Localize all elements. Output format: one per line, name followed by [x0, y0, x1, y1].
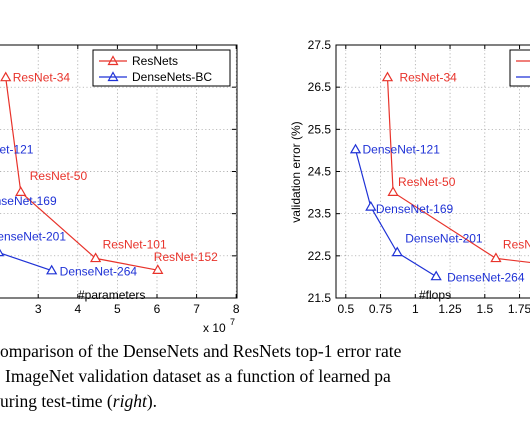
figure-caption: omparison of the DenseNets and ResNets t…: [0, 339, 530, 414]
right-label-resnet-34: ResNet-34: [400, 70, 458, 84]
right-ytick-label-23-5: 23.5: [308, 207, 332, 221]
legend-label-resnets: ResNets: [132, 54, 178, 68]
right-series-layer: [349, 71, 530, 281]
right-ytick-label-27-5: 27.5: [308, 38, 332, 52]
right-label-densenet-264: DenseNet-264: [447, 270, 525, 284]
left-label-densenet-264: DenseNet-264: [60, 265, 138, 279]
left-marker-resnet-101: [89, 252, 102, 263]
right-label-resnet-101: ResNet-101: [503, 237, 530, 251]
right-line-resnets: [386, 77, 530, 264]
right-ytick-label-22-5: 22.5: [308, 249, 332, 263]
caption-line-3-post: ).: [146, 391, 158, 411]
caption-line-3-emph: right: [112, 391, 147, 411]
legend-label-densenets: DenseNets-BC: [132, 70, 212, 84]
left-marker-resnet-50: [15, 186, 27, 196]
left-x-axis-label: #parameters: [78, 288, 145, 302]
right-xtick-label-1-75: 1.75: [508, 302, 530, 316]
left-gridlines: [0, 44, 237, 299]
right-y-axis-label: validation error (%): [289, 121, 303, 222]
right-marker-densenet-201: [391, 246, 403, 257]
right-marker-resnet-50: [387, 186, 399, 196]
caption-line-2: ImageNet validation dataset as a functio…: [5, 366, 391, 386]
right-ytick-label-25-5: 25.5: [308, 122, 332, 136]
left-xtick-label-3: 3: [35, 302, 42, 316]
right-xtick-label-0-5: 0.5: [337, 302, 354, 316]
left-xtick-label-7: 7: [193, 302, 200, 316]
left-label-densenet-169: DenseNet-169: [0, 194, 57, 208]
right-marker-resnet-101: [490, 252, 502, 263]
right-line-densenets-bc: [354, 149, 437, 278]
right-ytick-label-24-5: 24.5: [308, 165, 332, 179]
left-x-ticks: 3 4 5 6 7 8: [35, 44, 240, 316]
caption-line-3-pre: uring test-time (: [0, 391, 113, 411]
left-xtick-label-5: 5: [114, 302, 121, 316]
right-xtick-label-1: 1: [412, 302, 419, 316]
right-marker-resnet-34: [381, 71, 394, 82]
left-xtick-label-4: 4: [74, 302, 81, 316]
right-xtick-label-1-5: 1.5: [476, 302, 493, 316]
right-legend-box-partial: [509, 49, 530, 87]
right-label-densenet-121: DenseNet-121: [363, 143, 441, 157]
left-x-exponent-base: x 10: [203, 321, 226, 335]
right-label-resnet-50: ResNet-50: [398, 175, 456, 189]
right-label-densenet-201: DenseNet-201: [405, 231, 483, 245]
left-marker-resnet-34: [0, 71, 12, 82]
left-label-densenet-201: DenseNet-201: [0, 229, 66, 243]
right-point-labels: ResNet-34ResNet-50ResNet-101ResNet-152De…: [363, 70, 530, 284]
left-label-resnet-50: ResNet-50: [30, 169, 88, 183]
left-label-resnet-101: ResNet-101: [103, 237, 167, 251]
right-x-axis-label: #flops: [419, 288, 451, 302]
left-label-densenet-121: DenseNet-121: [0, 143, 34, 157]
right-chart-panel: 0.5 0.75 1 1.25 1.5 1.75 21.5 22.5 23.5 24.5 25.5 2…: [289, 38, 530, 316]
left-label-resnet-34: ResNet-34: [13, 70, 71, 84]
left-line-densenets-bc: [0, 252, 52, 272]
left-label-resnet-152: ResNet-152: [154, 250, 218, 264]
legend: ResNets DenseNets-BC: [92, 49, 231, 87]
right-xtick-label-1-25: 1.25: [438, 302, 462, 316]
left-line-resnets: [5, 77, 158, 271]
right-axis-ticks: 0.5 0.75 1 1.25 1.5 1.75 21.5 22.5 23.5 24.5 25.5 2…: [308, 38, 530, 316]
caption-line-1: omparison of the DenseNets and ResNets t…: [0, 341, 402, 361]
legend-marker-densenets: [107, 71, 119, 82]
left-series-layer: [0, 71, 164, 275]
right-gridlines: [337, 44, 529, 299]
right-marker-densenet-264: [430, 270, 442, 281]
left-marker-densenet-201: [0, 248, 5, 257]
legend-marker-resnets: [107, 55, 119, 66]
left-xtick-label-6: 6: [154, 302, 161, 316]
right-ytick-label-26-5: 26.5: [308, 80, 332, 94]
right-label-densenet-169: DenseNet-169: [376, 202, 454, 216]
right-marker-densenet-121: [349, 143, 362, 154]
right-xtick-label-0-75: 0.75: [369, 302, 393, 316]
right-ytick-label-21-5: 21.5: [308, 291, 332, 305]
left-marker-densenet-264: [46, 264, 58, 275]
left-plot-frame: [0, 44, 238, 299]
left-xtick-label-8: 8: [233, 302, 240, 316]
right-marker-densenet-169: [365, 200, 377, 211]
caption-line-3: uring test-time (right).: [0, 389, 530, 414]
left-x-exponent-power: 7: [230, 317, 235, 327]
left-marker-resnet-152: [152, 264, 164, 274]
